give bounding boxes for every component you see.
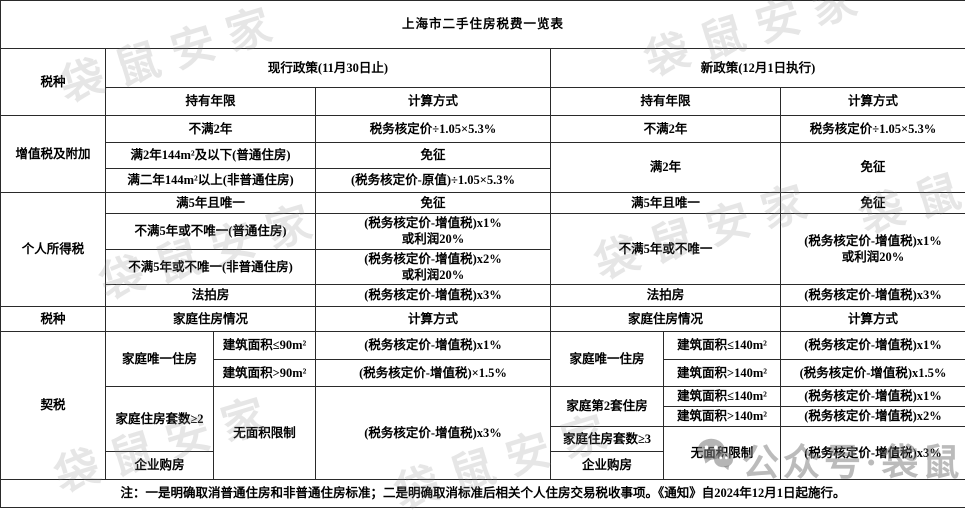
vat-new-cond-0: 不满2年 [550, 115, 781, 143]
vat-current-calc-0: 税务核定价÷1.05×5.3% [315, 115, 551, 143]
header-calc-method-new: 计算方式 [780, 87, 965, 116]
deed-new-second-calc-1: (税务核定价-增值税)x2% [780, 406, 965, 427]
header-family-housing-current: 家庭住房情况 [105, 306, 316, 332]
pit-new-cond-2: 法拍房 [550, 284, 781, 307]
vat-label: 增值税及附加 [0, 115, 106, 193]
deed-current-multi2: 家庭住房套数≥2 [105, 386, 214, 452]
deed-current-company: 企业购房 [105, 451, 214, 480]
pit-current-calc-2: (税务核定价-增值税)x2% 或利润20% [315, 248, 551, 285]
deed-new-unique: 家庭唯一住房 [550, 331, 664, 387]
vat-new-cond-1: 满2年 [550, 142, 781, 193]
vat-current-calc-2: (税务核定价-原值)÷1.05×5.3% [315, 168, 551, 193]
deed-current-unique-area-1: 建筑面积>90m² [213, 359, 316, 387]
header-new-policy: 新政策(12月1日执行) [550, 48, 965, 88]
deed-current-unique-calc-1: (税务核定价-增值税)×1.5% [315, 359, 551, 387]
pit-current-calc-3: (税务核定价-增值税)x3% [315, 284, 551, 307]
deed-current-unique: 家庭唯一住房 [105, 331, 214, 387]
deed-new-multi-calc: (税务核定价-增值税)x3% [780, 426, 965, 480]
vat-new-calc-1: 免征 [780, 142, 965, 193]
deed-new-second-calc-0: (税务核定价-增值税)x1% [780, 386, 965, 407]
deed-new-unique-calc-1: (税务核定价-增值税)x1.5% [780, 359, 965, 387]
vat-current-cond-0: 不满2年 [105, 115, 316, 143]
header-tax-type-2: 税种 [0, 306, 106, 332]
deed-new-unique-area-1: 建筑面积>140m² [663, 359, 781, 387]
deed-new-no-limit: 无面积限制 [663, 426, 781, 480]
deed-new-second-area-0: 建筑面积≤140m² [663, 386, 781, 407]
deed-new-second-area-1: 建筑面积>140m² [663, 406, 781, 427]
page-title: 上海市二手住房税费一览表 [0, 0, 965, 49]
pit-current-cond-2: 不满5年或不唯一(非普通住房) [105, 248, 316, 285]
deed-current-unique-calc-0: (税务核定价-增值税)x1% [315, 331, 551, 360]
footnote: 注：一是明确取消普通住房和非普通住房标准；二是明确取消标准后相关个人住房交易税收… [0, 479, 965, 508]
deed-new-unique-area-0: 建筑面积≤140m² [663, 331, 781, 360]
pit-current-calc-0: 免征 [315, 192, 551, 214]
deed-new-multi3: 家庭住房套数≥3 [550, 426, 664, 452]
pit-new-calc-0: 免征 [780, 192, 965, 214]
income-tax-label: 个人所得税 [0, 192, 106, 307]
vat-current-cond-2: 满二年144m²以上(非普通住房) [105, 168, 316, 193]
deed-new-unique-calc-0: (税务核定价-增值税)x1% [780, 331, 965, 360]
vat-current-cond-1: 满2年144m²及以下(普通住房) [105, 142, 316, 169]
header-calc-method-current-2: 计算方式 [315, 306, 551, 332]
pit-new-calc-2: (税务核定价-增值税)x3% [780, 284, 965, 307]
header-calc-method-current: 计算方式 [315, 87, 551, 116]
header-holding-years-new: 持有年限 [550, 87, 781, 116]
pit-new-cond-0: 满5年且唯一 [550, 192, 781, 214]
header-tax-type: 税种 [0, 48, 106, 116]
pit-current-cond-0: 满5年且唯一 [105, 192, 316, 214]
header-calc-method-new-2: 计算方式 [780, 306, 965, 332]
deed-current-unique-area-0: 建筑面积≤90m² [213, 331, 316, 360]
header-holding-years-current: 持有年限 [105, 87, 316, 116]
vat-current-calc-1: 免征 [315, 142, 551, 169]
deed-new-second: 家庭第2套住房 [550, 386, 664, 427]
header-family-housing-new: 家庭住房情况 [550, 306, 781, 332]
vat-new-calc-0: 税务核定价÷1.05×5.3% [780, 115, 965, 143]
deed-tax-label: 契税 [0, 331, 106, 480]
deed-new-company: 企业购房 [550, 451, 664, 480]
pit-new-cond-1: 不满5年或不唯一 [550, 213, 781, 285]
pit-current-cond-1: 不满5年或不唯一(普通住房) [105, 213, 316, 250]
pit-current-calc-1: (税务核定价-增值税)x1% 或利润20% [315, 213, 551, 250]
pit-current-cond-3: 法拍房 [105, 284, 316, 307]
pit-new-calc-1: (税务核定价-增值税)x1% 或利润20% [780, 213, 965, 285]
deed-current-no-limit: 无面积限制 [213, 386, 316, 480]
header-current-policy: 现行政策(11月30日止) [105, 48, 551, 88]
deed-current-multi-calc: (税务核定价-增值税)x3% [315, 386, 551, 480]
